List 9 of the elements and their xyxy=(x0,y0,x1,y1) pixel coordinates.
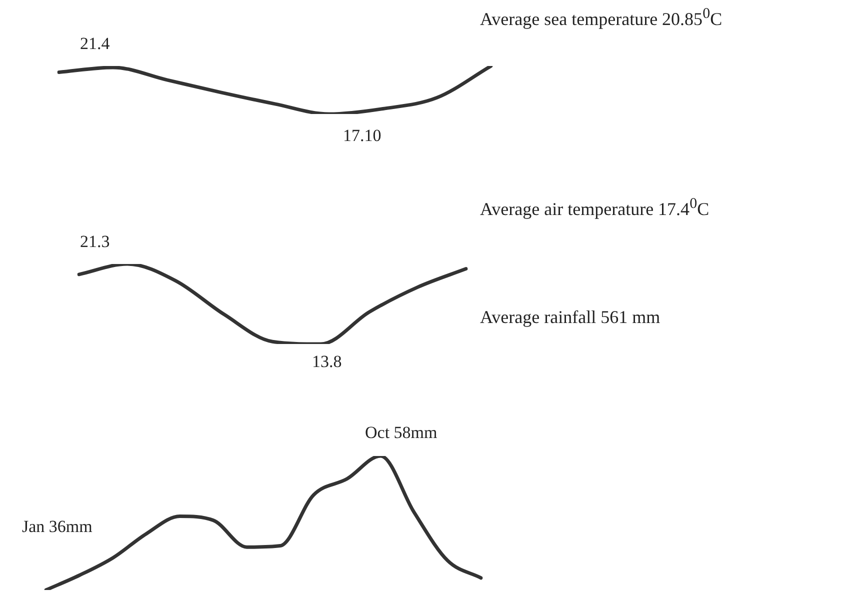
text: Average air temperature 17.4$^{0}$C xyxy=(480,196,710,220)
annotation: Jan 36mm xyxy=(22,517,92,537)
text: 21.3 xyxy=(80,232,110,252)
text: Oct 58mm xyxy=(365,423,438,443)
text: Average sea temperature 20.85$^{0}$C xyxy=(480,6,722,30)
text: Average rainfall 561 mm xyxy=(480,307,660,328)
text: 21.4 xyxy=(80,34,110,54)
text: 17.10 xyxy=(343,126,382,146)
text: 13.8 xyxy=(312,352,342,372)
